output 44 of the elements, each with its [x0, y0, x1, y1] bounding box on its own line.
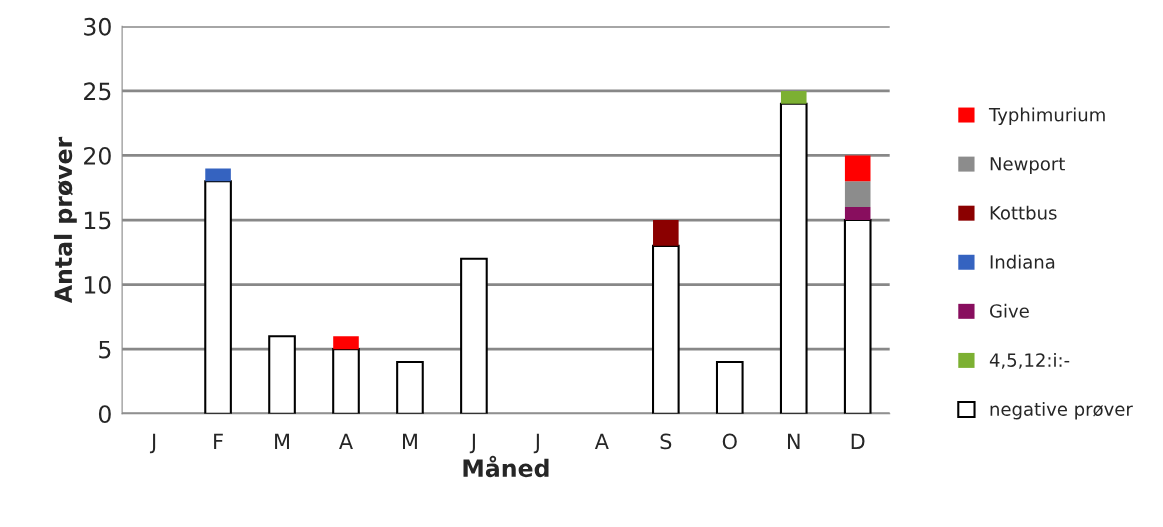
x-axis-title: Måned — [463, 455, 549, 478]
x-tick-label: N — [788, 433, 800, 449]
legend-label: Kottbus — [990, 205, 1057, 220]
bar — [333, 336, 359, 350]
x-tick-label: S — [660, 433, 672, 450]
bar — [460, 257, 488, 414]
bar — [844, 181, 871, 208]
x-tick-label: D — [851, 433, 865, 449]
y-axis-title: Antal prøver — [53, 136, 77, 304]
bar — [844, 207, 871, 221]
y-tick-label: 5 — [99, 340, 111, 359]
legend-label: 4,5,12:i:- — [989, 352, 1070, 369]
x-tick-label: J — [533, 433, 539, 454]
y-tick-label: 10 — [84, 276, 111, 294]
bar — [205, 168, 231, 182]
y-tick-label: 20 — [84, 146, 111, 165]
bar — [779, 102, 808, 414]
legend-label: negative prøver — [990, 401, 1133, 420]
y-tick-label: 30 — [84, 17, 111, 36]
x-tick-label: J — [149, 433, 156, 454]
y-tick-label: 25 — [84, 82, 111, 101]
bar — [651, 244, 680, 414]
y-tick-label: 15 — [84, 211, 111, 230]
bar — [780, 90, 807, 104]
legend-label: Give — [989, 303, 1029, 318]
x-tick-label: M — [275, 433, 289, 449]
bar — [396, 361, 424, 414]
legend-label: Indiana — [990, 254, 1055, 269]
bar — [332, 348, 360, 414]
x-tick-label: J — [469, 433, 475, 454]
bar — [268, 335, 296, 414]
legend-label: Newport — [990, 157, 1065, 175]
x-tick-label: A — [594, 433, 609, 449]
x-tick-label: F — [214, 433, 223, 449]
bar — [844, 155, 871, 182]
legend-label: Typhimurium — [988, 107, 1105, 126]
x-tick-label: A — [339, 433, 353, 449]
bar — [204, 180, 232, 414]
x-tick-label: O — [722, 433, 737, 450]
bar — [715, 361, 744, 414]
bar — [843, 218, 872, 414]
x-tick-label: M — [403, 433, 417, 449]
bar — [653, 220, 679, 246]
y-tick-label: 0 — [98, 405, 111, 423]
